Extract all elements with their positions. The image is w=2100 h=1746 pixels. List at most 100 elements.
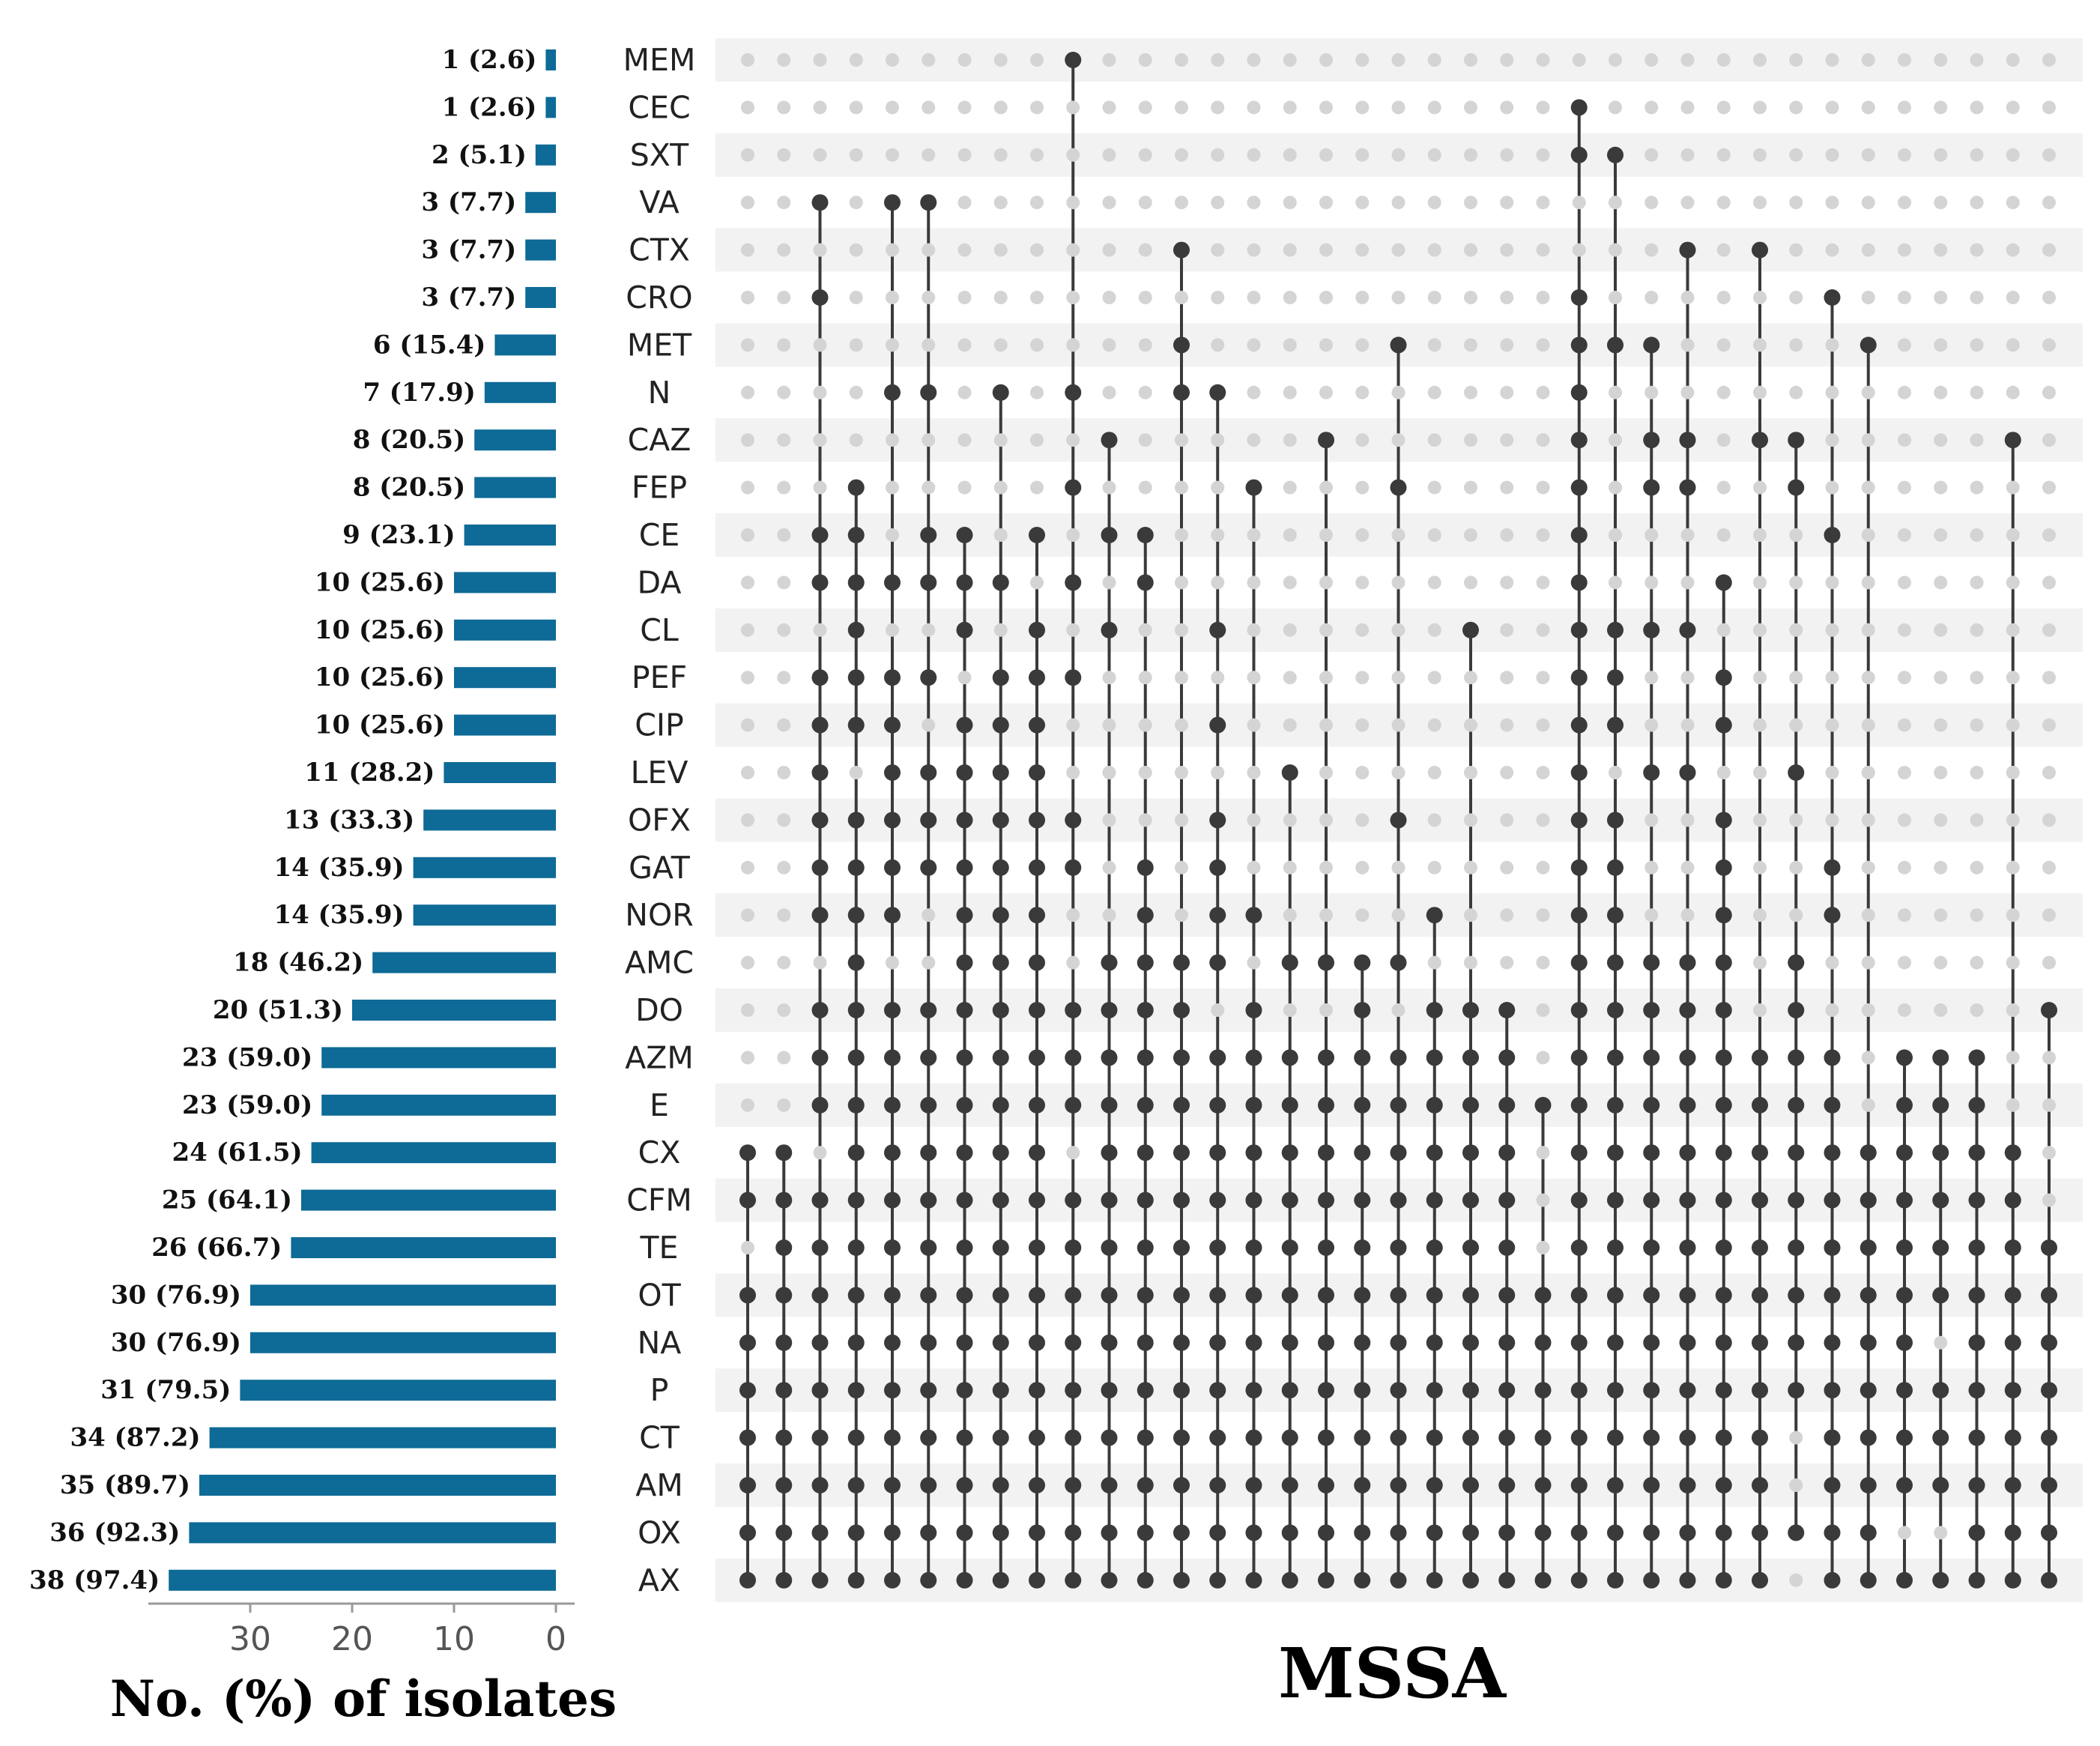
matrix-dot-inactive xyxy=(1861,860,1875,874)
matrix-dot-inactive xyxy=(2006,291,2020,304)
matrix-dot-active xyxy=(1209,859,1226,876)
matrix-dot-active xyxy=(1715,812,1732,829)
set-size-bar xyxy=(454,667,556,689)
set-size-label: 36 (92.3) xyxy=(49,1517,180,1547)
matrix-dot-active xyxy=(1607,812,1624,829)
matrix-dot-inactive xyxy=(1355,718,1370,732)
matrix-dot-inactive xyxy=(886,433,899,447)
matrix-dot-active xyxy=(1029,1287,1045,1304)
matrix-dot-active xyxy=(1752,1191,1768,1209)
matrix-dot-active xyxy=(1354,1002,1371,1018)
matrix-dot-active xyxy=(992,1239,1009,1256)
matrix-dot-active xyxy=(1137,907,1154,924)
matrix-dot-active xyxy=(1607,146,1624,163)
set-size-bar xyxy=(464,525,556,546)
matrix-dot-active xyxy=(847,859,865,876)
matrix-dot-active xyxy=(1354,1477,1371,1493)
matrix-dot-active xyxy=(847,716,865,734)
matrix-dot-active xyxy=(1245,1477,1262,1493)
set-size-label: 3 (7.7) xyxy=(421,283,516,312)
matrix-dot-inactive xyxy=(993,100,1008,115)
intersection-column xyxy=(1065,52,1082,1589)
matrix-dot-active xyxy=(1607,1096,1624,1114)
matrix-dot-active xyxy=(1390,1382,1407,1399)
matrix-dot-active xyxy=(1498,1382,1516,1399)
matrix-dot-inactive xyxy=(1391,196,1405,210)
matrix-dot-inactive xyxy=(1138,53,1152,67)
matrix-dot-inactive xyxy=(1680,718,1695,732)
matrix-dot-inactive xyxy=(1391,1003,1405,1017)
matrix-dot-inactive xyxy=(1427,955,1441,970)
set-size-label: 6 (15.4) xyxy=(373,330,485,360)
matrix-dot-inactive xyxy=(1825,243,1839,257)
matrix-dot-inactive xyxy=(957,480,972,495)
matrix-dot-inactive xyxy=(1934,53,1948,67)
matrix-dot-active xyxy=(811,1049,829,1066)
set-size-bar xyxy=(209,1427,556,1449)
matrix-dot-active xyxy=(1788,479,1805,496)
matrix-dot-active xyxy=(2004,1382,2021,1399)
matrix-dot-inactive xyxy=(813,955,827,970)
matrix-dot-inactive xyxy=(1861,908,1875,922)
matrix-dot-active xyxy=(1715,669,1732,686)
matrix-dot-active xyxy=(1173,1096,1190,1114)
matrix-dot-inactive xyxy=(1211,53,1225,67)
matrix-dot-inactive xyxy=(1825,148,1839,162)
matrix-dot-active xyxy=(1390,1287,1407,1304)
matrix-dot-inactive xyxy=(2042,243,2056,257)
matrix-dot-inactive xyxy=(1211,1003,1225,1017)
matrix-dot-active xyxy=(2004,1334,2021,1351)
matrix-dot-inactive xyxy=(1861,528,1875,542)
matrix-dot-inactive xyxy=(777,955,791,970)
matrix-dot-inactive xyxy=(1247,243,1261,257)
matrix-dot-inactive xyxy=(849,766,863,779)
matrix-dot-active xyxy=(1101,1287,1118,1304)
matrix-dot-inactive xyxy=(1789,243,1803,257)
matrix-dot-inactive xyxy=(2042,480,2056,495)
matrix-dot-active xyxy=(1173,1049,1190,1066)
intersection-column xyxy=(1173,53,1190,1589)
matrix-dot-inactive xyxy=(1355,338,1370,352)
matrix-dot-active xyxy=(847,1239,865,1256)
matrix-dot-active xyxy=(956,716,973,734)
matrix-dot-inactive xyxy=(1898,908,1911,922)
matrix-dot-inactive xyxy=(1500,955,1514,970)
matrix-dot-inactive xyxy=(1680,671,1695,685)
matrix-dot-inactive xyxy=(1283,1003,1297,1017)
matrix-dot-inactive xyxy=(1427,338,1441,352)
set-size-bar xyxy=(321,1094,556,1116)
matrix-dot-inactive xyxy=(1211,291,1225,304)
matrix-dot-inactive xyxy=(1898,433,1911,447)
intersection-column xyxy=(956,53,973,1589)
matrix-dot-inactive xyxy=(1319,338,1333,352)
matrix-dot-active xyxy=(1896,1239,1913,1256)
matrix-dot-inactive xyxy=(777,243,791,257)
matrix-dot-inactive xyxy=(1789,53,1803,67)
matrix-dot-active xyxy=(1101,1524,1118,1541)
matrix-dot-active xyxy=(1354,1191,1371,1209)
matrix-dot-inactive xyxy=(1211,148,1225,162)
matrix-dot-inactive xyxy=(1753,338,1767,352)
matrix-dot-active xyxy=(956,1382,973,1399)
matrix-dot-active xyxy=(1245,907,1262,924)
matrix-dot-active xyxy=(884,1477,901,1493)
matrix-dot-inactive xyxy=(1861,955,1875,970)
matrix-dot-active xyxy=(956,621,973,638)
matrix-dot-inactive xyxy=(2006,955,2020,970)
matrix-dot-inactive xyxy=(1030,433,1044,447)
matrix-dot-active xyxy=(1896,1382,1913,1399)
matrix-dot-inactive xyxy=(1898,148,1911,162)
matrix-dot-inactive xyxy=(1753,196,1767,210)
matrix-dot-inactive xyxy=(1102,148,1116,162)
matrix-dot-inactive xyxy=(1283,860,1297,874)
matrix-dot-active xyxy=(884,384,901,401)
matrix-dot-active xyxy=(1498,1191,1516,1209)
matrix-dot-active xyxy=(1570,1429,1588,1446)
matrix-dot-active xyxy=(884,669,901,686)
set-size-label: 2 (5.1) xyxy=(432,140,527,170)
matrix-dot-inactive xyxy=(1536,860,1550,874)
matrix-dot-inactive xyxy=(1536,813,1550,827)
matrix-dot-active xyxy=(1570,1287,1588,1304)
set-name-labels: MEM CEC SXT VA CTX CRO MET N CAZ FEP CE DA CL PEF CIP L… xyxy=(623,42,696,1598)
set-size-label: 10 (25.6) xyxy=(315,615,445,645)
